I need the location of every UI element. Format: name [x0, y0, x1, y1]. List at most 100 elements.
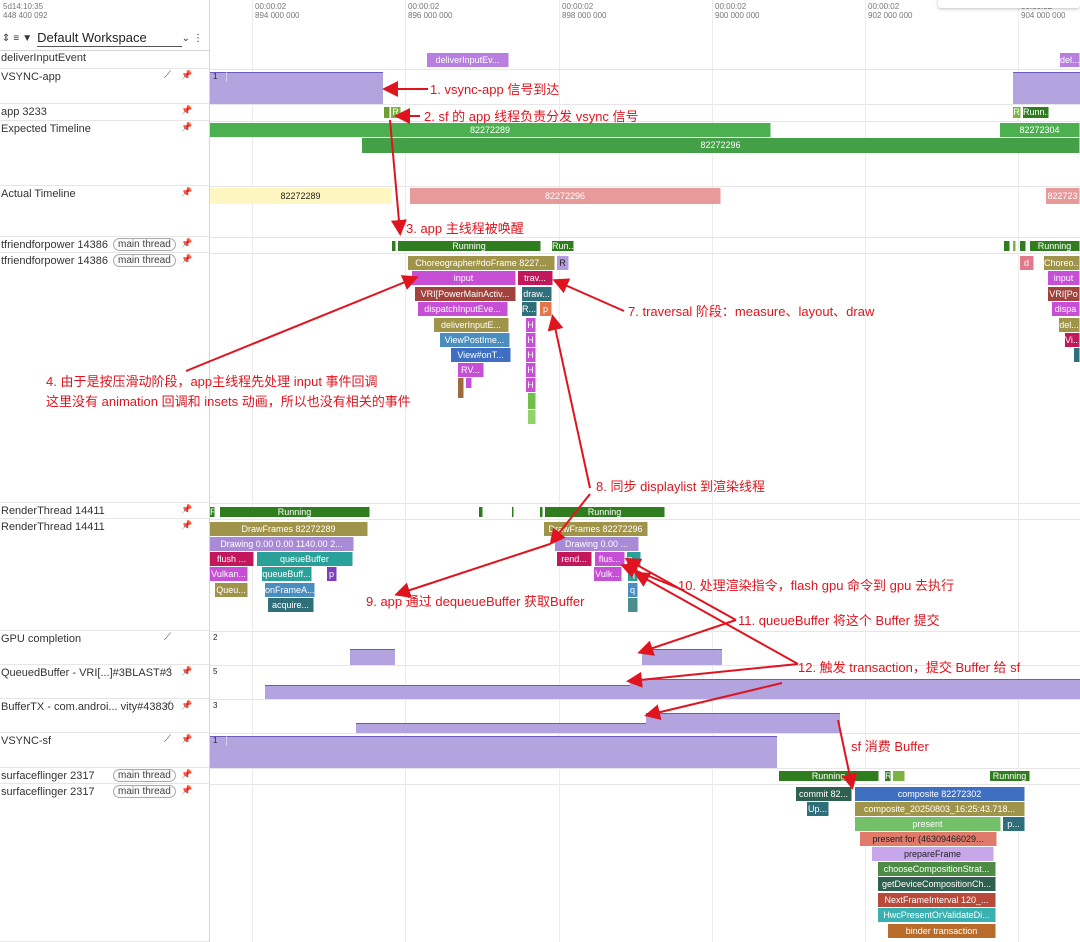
- trace-slice[interactable]: 822723: [1046, 188, 1080, 204]
- track-row[interactable]: [210, 121, 1080, 187]
- trace-slice[interactable]: Running: [220, 507, 370, 517]
- trace-slice[interactable]: input: [412, 271, 516, 285]
- trace-slice[interactable]: prepareFrame: [872, 847, 994, 861]
- filter-icon[interactable]: ▼: [22, 32, 33, 44]
- trace-slice[interactable]: deliverInputEv...: [427, 53, 509, 67]
- pin-icon[interactable]: 📌: [181, 520, 193, 530]
- trace-slice[interactable]: View#onT...: [451, 348, 511, 362]
- pin-icon[interactable]: 📌: [181, 700, 193, 710]
- trace-slice[interactable]: R: [1013, 107, 1021, 118]
- trace-slice[interactable]: [1020, 241, 1026, 251]
- track-row[interactable]: [210, 69, 1080, 105]
- trace-slice[interactable]: del...: [1060, 53, 1080, 67]
- track-row[interactable]: [210, 104, 1080, 122]
- pin-icon[interactable]: 📌: [181, 666, 193, 676]
- trace-slice[interactable]: rend...: [557, 552, 592, 566]
- track-label[interactable]: Expected Timeline 📌: [0, 121, 209, 186]
- track-label[interactable]: VSYNC-app ⟋ 📌: [0, 69, 209, 104]
- trace-slice[interactable]: [628, 598, 638, 612]
- trace-slice[interactable]: present: [855, 817, 1001, 831]
- trace-slice[interactable]: [540, 507, 543, 517]
- trace-slice[interactable]: HwcPresentOrValidateDi...: [878, 908, 996, 922]
- trace-slice[interactable]: q: [628, 583, 638, 597]
- pin-icon[interactable]: 📌: [181, 122, 193, 132]
- track-label[interactable]: tfriendforpower 14386 main thread 📌: [0, 253, 209, 503]
- trace-slice[interactable]: Queu...: [215, 583, 248, 597]
- trace-slice[interactable]: 82272289: [210, 123, 771, 137]
- track-label[interactable]: RenderThread 14411 📌: [0, 519, 209, 631]
- pin-icon[interactable]: 📌: [181, 504, 193, 514]
- trace-slice[interactable]: present for (46309466029...: [860, 832, 997, 846]
- pin-icon[interactable]: 📌: [181, 238, 193, 248]
- pin-icon[interactable]: 📌: [181, 105, 193, 115]
- trace-slice[interactable]: Drawing 0.00 0.00 1140.00 2...: [210, 537, 354, 551]
- track-label[interactable]: deliverInputEvent: [0, 50, 209, 69]
- chart-icon[interactable]: ⟋: [164, 632, 171, 643]
- trace-slice[interactable]: [1004, 241, 1010, 251]
- trace-slice[interactable]: [392, 241, 396, 251]
- chart-icon[interactable]: ⟋: [164, 666, 171, 677]
- trace-slice[interactable]: [1074, 348, 1080, 362]
- trace-slice[interactable]: 82272289: [210, 188, 392, 204]
- track-label[interactable]: surfaceflinger 2317 main thread 📌: [0, 784, 209, 942]
- trace-slice[interactable]: [466, 378, 472, 388]
- trace-slice[interactable]: q...: [627, 552, 641, 566]
- trace-slice[interactable]: R: [391, 107, 401, 118]
- trace-slice[interactable]: deliverInputE...: [434, 318, 509, 332]
- trace-slice[interactable]: R...: [522, 302, 537, 316]
- trace-slice[interactable]: Vulkan...: [210, 567, 248, 581]
- track-row[interactable]: [210, 237, 1080, 254]
- trace-slice[interactable]: Vulk...: [594, 567, 622, 581]
- list-icon[interactable]: ≡: [13, 32, 20, 44]
- chevron-down-icon[interactable]: ⌄: [181, 32, 190, 44]
- trace-slice[interactable]: dispa: [1052, 302, 1080, 316]
- trace-slice[interactable]: d: [1020, 256, 1034, 270]
- trace-slice[interactable]: Runn...: [1023, 107, 1049, 118]
- trace-slice[interactable]: [528, 393, 536, 409]
- trace-slice[interactable]: chooseCompositionStrat...: [878, 862, 996, 876]
- trace-slice[interactable]: Running: [779, 771, 879, 781]
- trace-slice[interactable]: Running: [990, 771, 1030, 781]
- pin-icon[interactable]: 📌: [181, 734, 193, 744]
- trace-slice[interactable]: queueBuffer: [257, 552, 353, 566]
- trace-slice[interactable]: R...: [210, 507, 215, 517]
- trace-slice[interactable]: H: [526, 333, 536, 347]
- pin-icon[interactable]: 📌: [181, 769, 193, 779]
- trace-slice[interactable]: VRI[PowerMainActiv...: [415, 287, 516, 301]
- trace-slice[interactable]: [528, 410, 536, 424]
- trace-slice[interactable]: [893, 771, 905, 781]
- trace-slice[interactable]: Choreo...: [1044, 256, 1080, 270]
- trace-slice[interactable]: draw...: [522, 287, 552, 301]
- chart-icon[interactable]: ⟋: [164, 700, 171, 711]
- track-label[interactable]: surfaceflinger 2317 main thread 📌: [0, 768, 209, 784]
- trace-slice[interactable]: trav...: [518, 271, 553, 285]
- track-label[interactable]: tfriendforpower 14386 main thread 📌: [0, 237, 209, 253]
- trace-slice[interactable]: H: [526, 363, 536, 377]
- trace-slice[interactable]: [512, 507, 514, 517]
- workspace-selector[interactable]: ⇕ ≡ ▼ Default Workspace ⌄ ⋮: [2, 29, 206, 47]
- trace-slice[interactable]: NextFrameInterval 120_...: [878, 893, 996, 907]
- trace-slice[interactable]: [479, 507, 483, 517]
- trace-slice[interactable]: R: [557, 256, 569, 270]
- trace-slice[interactable]: flush ...: [210, 552, 254, 566]
- trace-slice[interactable]: 82272304: [1000, 123, 1080, 137]
- trace-slice[interactable]: H: [526, 348, 536, 362]
- track-row[interactable]: [210, 768, 1080, 785]
- workspace-name[interactable]: Default Workspace: [37, 30, 182, 47]
- track-label[interactable]: VSYNC-sf ⟋ 📌: [0, 733, 209, 768]
- pin-icon[interactable]: 📌: [181, 187, 193, 197]
- track-label[interactable]: GPU completion ⟋: [0, 631, 209, 665]
- more-icon[interactable]: ⋮: [193, 32, 203, 44]
- trace-slice[interactable]: Running: [545, 507, 665, 517]
- track-label[interactable]: BufferTX - com.androi... vity#43830 ⟋ 📌: [0, 699, 209, 733]
- trace-slice[interactable]: [458, 378, 464, 398]
- track-row[interactable]: [210, 50, 1080, 70]
- trace-slice[interactable]: DrawFrames 82272296: [544, 522, 648, 536]
- track-row[interactable]: [210, 186, 1080, 238]
- trace-slice[interactable]: Vi...: [1065, 333, 1080, 347]
- trace-slice[interactable]: onFrameA...: [265, 583, 315, 597]
- track-row[interactable]: [210, 733, 1080, 769]
- trace-slice[interactable]: p: [327, 567, 337, 581]
- chart-icon[interactable]: ⟋: [164, 70, 171, 81]
- trace-slice[interactable]: [384, 107, 390, 118]
